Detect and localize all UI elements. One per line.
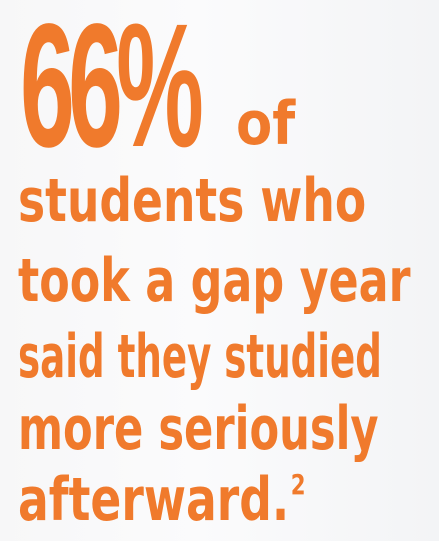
footnote-marker: 2 <box>290 468 306 501</box>
caption-line: more seriously <box>18 394 379 464</box>
percentage-value: 66% <box>20 0 204 184</box>
caption-line: said they studied <box>18 322 382 392</box>
caption-line: students who <box>18 166 367 236</box>
caption-last-text: afterward. <box>18 465 290 535</box>
caption-line: took a gap year <box>18 246 411 316</box>
of-label: of <box>236 89 296 159</box>
caption-line-last: afterward.2 <box>18 468 306 541</box>
